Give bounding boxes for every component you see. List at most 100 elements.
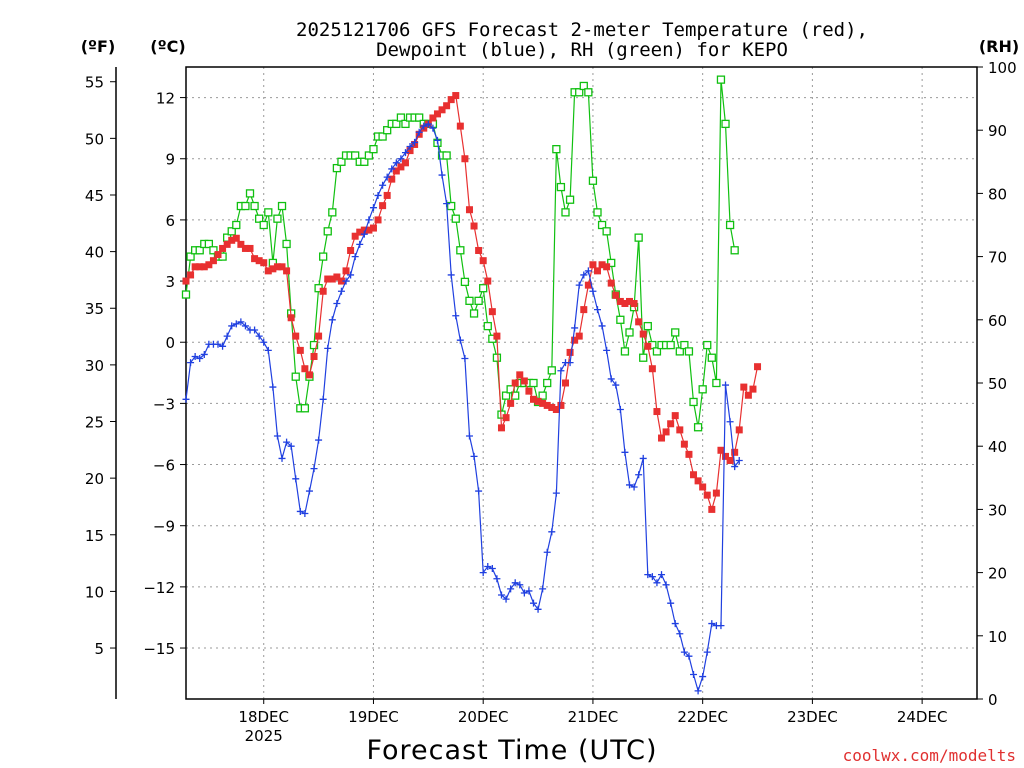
x-tick-label: 22DEC bbox=[677, 708, 728, 726]
temperature-point bbox=[443, 102, 451, 110]
dewpoint-point bbox=[539, 585, 547, 593]
temperature-point bbox=[644, 342, 652, 350]
rh-tick-label: 50 bbox=[988, 375, 1007, 393]
temperature-point bbox=[731, 448, 739, 456]
rh-point bbox=[181, 290, 191, 299]
temperature-point bbox=[552, 406, 560, 414]
rh-point bbox=[309, 340, 319, 350]
dewpoint-point bbox=[594, 306, 602, 314]
dewpoint-point bbox=[429, 124, 437, 132]
dewpoint-point bbox=[351, 253, 359, 261]
dewpoint-point bbox=[443, 200, 451, 208]
rh-point bbox=[584, 88, 593, 97]
dewpoint-point bbox=[420, 122, 428, 130]
dewpoint-point bbox=[273, 432, 281, 440]
celsius-tick-label: −6 bbox=[153, 457, 175, 475]
temperature-point bbox=[488, 308, 496, 316]
temperature-point bbox=[315, 332, 323, 340]
dewpoint-point bbox=[639, 454, 647, 462]
rh-point bbox=[607, 258, 616, 268]
dewpoint-point bbox=[241, 322, 249, 330]
temperature-point bbox=[484, 277, 492, 285]
dewpoint-point bbox=[529, 599, 537, 607]
dewpoint-point bbox=[360, 230, 368, 238]
rh-point bbox=[369, 145, 378, 154]
dewpoint-point bbox=[575, 281, 583, 289]
temperature-series bbox=[182, 92, 762, 513]
dewpoint-point bbox=[580, 271, 588, 279]
dewpoint-line bbox=[185, 123, 740, 693]
fahrenheit-tick-label: 25 bbox=[85, 414, 104, 432]
temperature-point bbox=[388, 175, 396, 183]
dewpoint-point bbox=[369, 204, 377, 212]
dewpoint-point bbox=[644, 571, 652, 579]
temperature-point bbox=[740, 383, 748, 391]
dewpoint-point bbox=[379, 181, 387, 189]
dewpoint-point bbox=[415, 128, 423, 136]
temperature-point bbox=[712, 489, 720, 497]
temperature-point bbox=[447, 96, 455, 104]
temperature-point bbox=[575, 332, 583, 340]
dewpoint-point bbox=[507, 585, 515, 593]
rh-point bbox=[378, 132, 387, 141]
temperature-point bbox=[479, 257, 487, 265]
rh-point bbox=[561, 208, 570, 217]
dewpoint-point bbox=[187, 359, 195, 367]
x-tick-year-label: 2025 bbox=[245, 727, 283, 745]
fahrenheit-tick-label: 40 bbox=[85, 244, 104, 262]
temperature-point bbox=[516, 371, 524, 379]
dewpoint-point bbox=[475, 487, 483, 495]
x-tick-label: 19DEC bbox=[348, 708, 399, 726]
celsius-tick-label: −12 bbox=[143, 579, 175, 597]
dewpoint-point bbox=[630, 483, 638, 491]
temperature-point bbox=[223, 240, 231, 248]
celsius-tick-label: 9 bbox=[165, 151, 175, 169]
fahrenheit-tick-label: 55 bbox=[85, 74, 104, 92]
dewpoint-point bbox=[461, 355, 469, 363]
celsius-tick-label: −9 bbox=[153, 518, 175, 536]
dewpoint-point bbox=[411, 138, 419, 146]
rh-point bbox=[332, 163, 342, 173]
rh-point bbox=[552, 145, 561, 154]
dewpoint-point bbox=[287, 442, 295, 450]
dewpoint-point bbox=[621, 448, 629, 456]
fahrenheit-tick-label: 20 bbox=[85, 470, 104, 488]
temperature-point bbox=[580, 306, 588, 314]
rh-point bbox=[337, 157, 346, 166]
dewpoint-point bbox=[196, 355, 204, 363]
dewpoint-point bbox=[731, 463, 739, 471]
dewpoint-point bbox=[301, 509, 309, 517]
temperature-point bbox=[612, 291, 620, 299]
x-tick-label: 23DEC bbox=[787, 708, 838, 726]
credit-link[interactable]: coolwx.com/modelts bbox=[843, 746, 1016, 765]
dewpoint-point bbox=[653, 579, 661, 587]
x-tick-label: 20DEC bbox=[458, 708, 509, 726]
temperature-point bbox=[264, 267, 272, 275]
dewpoint-point bbox=[516, 581, 524, 589]
dewpoint-point bbox=[662, 581, 670, 589]
dewpoint-point bbox=[315, 436, 323, 444]
temperature-point bbox=[685, 450, 693, 458]
temperature-point bbox=[529, 395, 537, 403]
rh-point bbox=[186, 252, 195, 261]
rh-point bbox=[469, 309, 479, 318]
temperature-point bbox=[754, 363, 762, 371]
fahrenheit-tick-label: 45 bbox=[85, 187, 104, 205]
temperature-point bbox=[328, 275, 336, 283]
temperature-point bbox=[648, 365, 656, 373]
temperature-point bbox=[251, 255, 259, 263]
celsius-tick-label: 12 bbox=[156, 90, 175, 108]
rh-tick-label: 100 bbox=[988, 59, 1017, 77]
rh-point bbox=[415, 113, 424, 122]
x-tick-label: 21DEC bbox=[568, 708, 619, 726]
dewpoint-point bbox=[447, 271, 455, 279]
rh-tick-label: 40 bbox=[988, 438, 1007, 456]
rh-point bbox=[360, 157, 369, 166]
dewpoint-point bbox=[406, 143, 414, 151]
dewpoint-point bbox=[603, 346, 611, 354]
rh-point bbox=[716, 75, 726, 84]
rh-point bbox=[465, 296, 474, 305]
temperature-point bbox=[662, 428, 670, 436]
rh-point bbox=[575, 88, 584, 97]
